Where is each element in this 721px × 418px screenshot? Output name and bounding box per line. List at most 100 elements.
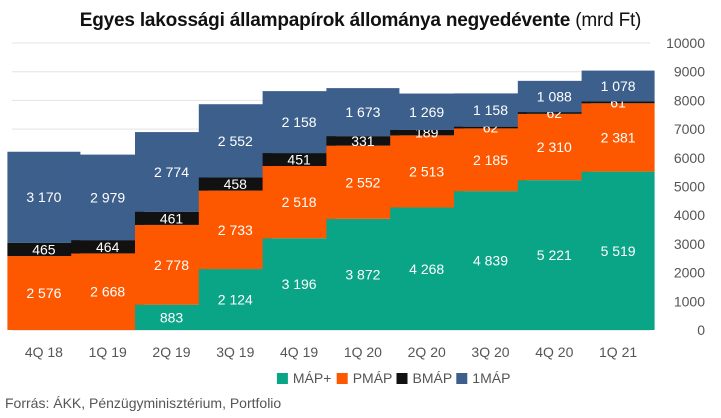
bar-segment: [517, 180, 591, 330]
y-tick-label: 9000: [674, 64, 705, 80]
data-label: 451: [287, 152, 311, 168]
bar-segment: [454, 126, 527, 129]
y-tick-label: 2000: [674, 265, 705, 281]
data-label: 2 552: [345, 174, 380, 190]
chart-title-block: Egyes lakossági állampapírok állománya n…: [0, 10, 721, 32]
bar-segment: [390, 93, 464, 130]
bar-segment: [135, 224, 208, 305]
bar-segment: [262, 91, 336, 154]
data-label: 2 513: [409, 163, 444, 179]
bar-segment: [71, 154, 145, 241]
bar-segment: [517, 112, 591, 114]
x-tick-label: 1Q 21: [599, 344, 637, 360]
bar-segment: [198, 269, 272, 330]
bar-segment: [262, 238, 336, 330]
data-label: 883: [160, 309, 184, 325]
data-label: 3 196: [282, 276, 317, 292]
legend-label: MÁP+: [293, 370, 332, 386]
data-label: 461: [160, 210, 184, 226]
y-tick-label: 5000: [674, 179, 705, 195]
data-label: 2 185: [473, 152, 508, 168]
data-label: 5 221: [537, 247, 572, 263]
bar-segment: [390, 207, 464, 330]
legend-label: 1MÁP: [472, 370, 510, 386]
bar-segment: [262, 166, 336, 239]
bar-segment: [390, 129, 464, 136]
x-tick-label: 1Q 19: [89, 344, 127, 360]
bar-segment: [135, 304, 208, 330]
data-label: 1 078: [601, 78, 636, 94]
x-tick-label: 4Q 18: [25, 344, 63, 360]
data-label: 2 668: [90, 284, 125, 300]
data-label: 2 124: [218, 292, 253, 308]
x-tick-label: 4Q 20: [535, 344, 573, 360]
data-label: 4 839: [473, 253, 508, 269]
x-tick-label: 3Q 20: [471, 344, 509, 360]
data-label: 1 158: [473, 102, 508, 118]
x-tick-label: 2Q 19: [152, 344, 190, 360]
legend-label: PMÁP: [353, 370, 393, 386]
y-tick-label: 7000: [674, 121, 705, 137]
bar-segment: [454, 191, 527, 330]
bar-segment: [390, 135, 464, 208]
bar-segment: [7, 256, 81, 330]
data-label: 2 381: [601, 129, 636, 145]
data-label: 2 979: [90, 189, 125, 205]
bar-segment: [454, 128, 527, 192]
data-label: 5 519: [601, 243, 636, 259]
bar-segment: [581, 103, 655, 172]
y-tick-label: 10000: [666, 35, 705, 51]
y-tick-label: 8000: [674, 92, 705, 108]
data-label: 2 576: [26, 285, 61, 301]
data-label: 3 170: [26, 189, 61, 205]
bar-segment: [262, 153, 336, 167]
data-label: 1 088: [537, 88, 572, 104]
bar-segment: [198, 190, 272, 270]
data-label: 2 158: [282, 114, 317, 130]
bar-segment: [135, 132, 208, 212]
bar-segment: [517, 113, 591, 181]
data-label: 1 269: [409, 104, 444, 120]
bar-segment: [581, 70, 655, 102]
data-label: 464: [96, 239, 120, 255]
legend-swatch: [276, 373, 288, 384]
legend-swatch: [456, 373, 468, 384]
data-label: 2 310: [537, 139, 572, 155]
bar-segment: [71, 253, 145, 330]
data-label: 1 673: [345, 104, 380, 120]
bar-segment: [198, 104, 272, 178]
y-tick-label: 1000: [674, 293, 705, 309]
bar-segment: [517, 80, 591, 113]
data-label: 4 268: [409, 261, 444, 277]
y-tick-label: 4000: [674, 207, 705, 223]
x-tick-label: 2Q 20: [408, 344, 446, 360]
x-tick-label: 1Q 20: [344, 344, 382, 360]
bar-segment: [198, 177, 272, 191]
data-label: 331: [351, 133, 375, 149]
bar-segment: [326, 88, 400, 137]
legend-swatch: [336, 373, 348, 384]
data-label: 2 552: [218, 133, 253, 149]
source-note: Forrás: ÁKK, Pénzügyminisztérium, Portfo…: [5, 395, 282, 411]
data-label: 2 774: [154, 164, 189, 180]
bar-segment: [326, 218, 400, 330]
bar-segment: [135, 211, 208, 225]
data-label: 465: [32, 241, 56, 257]
x-tick-label: 4Q 19: [280, 344, 318, 360]
bar-segment: [7, 151, 81, 243]
legend-label: BMÁP: [413, 370, 453, 386]
y-tick-label: 0: [697, 322, 705, 338]
y-tick-label: 3000: [674, 236, 705, 252]
bar-segment: [581, 171, 655, 330]
data-label: 458: [224, 176, 248, 192]
bar-segment: [454, 93, 527, 127]
x-tick-label: 3Q 19: [216, 344, 254, 360]
bar-segment: [71, 240, 145, 254]
bar-segment: [581, 101, 655, 104]
bar-segment: [326, 145, 400, 219]
data-label: 2 518: [282, 194, 317, 210]
data-label: 3 872: [345, 266, 380, 282]
chart-title: Egyes lakossági állampapírok állománya n…: [79, 10, 571, 31]
